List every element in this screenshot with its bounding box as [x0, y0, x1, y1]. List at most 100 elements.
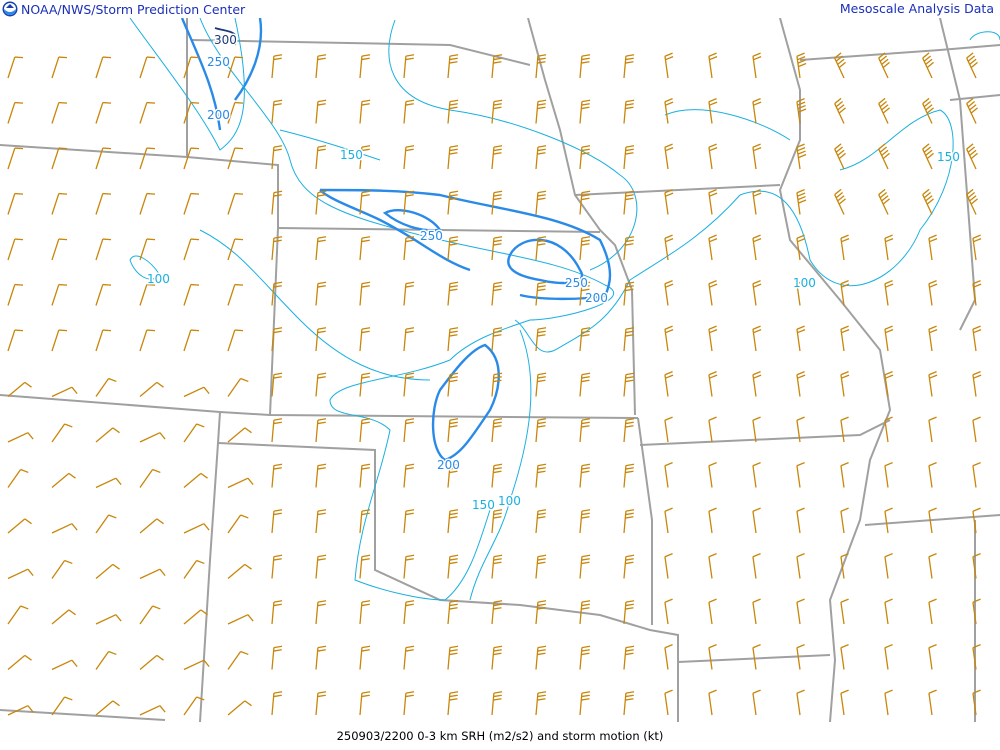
wind-barb	[7, 568, 34, 580]
wind-barb	[227, 377, 249, 397]
state-border	[0, 144, 279, 416]
wind-barb	[664, 689, 673, 716]
wind-barb	[752, 325, 762, 352]
wind-barb	[7, 381, 32, 397]
wind-barb	[227, 101, 244, 124]
wind-barb	[447, 190, 459, 215]
wind-barb	[95, 283, 112, 306]
wind-barb	[623, 691, 635, 716]
wind-barb	[796, 553, 805, 579]
wind-barb	[183, 56, 200, 79]
wind-barb	[227, 192, 244, 215]
wind-barb	[447, 691, 459, 716]
wind-barb	[227, 650, 249, 670]
wind-barb	[928, 371, 938, 397]
wind-barb	[227, 283, 244, 306]
wind-barb	[271, 99, 283, 124]
wind-barb	[139, 654, 164, 670]
wind-barb	[359, 509, 371, 534]
wind-barb	[359, 418, 371, 443]
wind-barb	[403, 509, 415, 534]
wind-barb	[403, 600, 415, 625]
wind-barb	[664, 416, 673, 443]
wind-barb	[972, 644, 981, 670]
wind-barb	[535, 645, 547, 670]
wind-barb	[227, 477, 254, 489]
wind-barb	[315, 145, 327, 170]
wind-barb	[315, 554, 327, 579]
wind-barb	[315, 418, 327, 443]
wind-barb	[403, 372, 415, 397]
wind-barb	[840, 416, 849, 443]
wind-barb	[535, 145, 547, 170]
wind-barb	[664, 644, 673, 670]
wind-barb	[922, 188, 934, 215]
wind-barb	[95, 377, 117, 397]
wind-barb	[752, 416, 761, 443]
wind-barb	[183, 329, 200, 352]
wind-barb	[623, 372, 635, 397]
wind-barb	[447, 372, 459, 397]
srh-contour	[199, 18, 615, 601]
wind-barb	[403, 145, 415, 170]
storm-motion-barbs	[7, 52, 982, 716]
wind-barb	[51, 192, 68, 215]
wind-barb	[752, 689, 761, 716]
wind-barb	[972, 507, 981, 534]
wind-barb	[95, 238, 112, 261]
wind-barb	[183, 559, 205, 579]
wind-barb	[840, 234, 850, 261]
wind-barb	[315, 509, 327, 534]
wind-barb	[840, 280, 850, 306]
wind-barb	[315, 99, 327, 124]
wind-barb	[884, 416, 893, 443]
wind-barb	[491, 509, 503, 534]
srh-contour	[507, 238, 584, 285]
wind-barb	[491, 418, 503, 443]
srh-contour	[319, 189, 471, 272]
wind-barb	[623, 327, 635, 352]
wind-barb	[183, 386, 210, 398]
wind-barb	[95, 650, 117, 670]
wind-barb	[139, 238, 156, 261]
contour-label: 100	[147, 272, 170, 286]
srh-contour	[319, 188, 612, 301]
wind-barb	[752, 98, 762, 124]
wind-barb	[95, 101, 112, 124]
wind-barb	[623, 145, 635, 170]
wind-barb	[623, 54, 635, 79]
wind-barb	[535, 463, 547, 488]
contour-label: 200	[585, 291, 608, 305]
wind-barb	[95, 614, 122, 625]
wind-barb	[928, 462, 937, 488]
wind-barb	[752, 189, 762, 215]
wind-barb	[139, 518, 164, 534]
wind-barb	[579, 236, 591, 261]
wind-barb	[840, 644, 849, 670]
wind-barb	[579, 281, 591, 306]
wind-barb	[183, 101, 200, 124]
wind-barb	[535, 418, 547, 443]
wind-barb	[447, 99, 459, 124]
wind-barb	[708, 234, 718, 261]
wind-barb	[95, 427, 120, 443]
srh-contour	[129, 255, 161, 280]
wind-barb	[708, 52, 718, 79]
state-border	[799, 44, 1000, 61]
wind-barb	[884, 280, 894, 306]
contour-label: 250	[207, 55, 230, 69]
wind-barb	[664, 52, 674, 79]
wind-barb	[315, 54, 327, 79]
wind-barb	[623, 236, 635, 261]
wind-barb	[447, 600, 459, 625]
wind-barb	[227, 614, 254, 625]
wind-barb	[884, 689, 893, 716]
wind-barb	[403, 554, 415, 579]
wind-barb	[796, 371, 806, 397]
wind-barb	[579, 99, 591, 124]
srh-contour	[664, 109, 791, 141]
wind-barb	[183, 696, 205, 716]
wind-barb	[623, 190, 635, 215]
